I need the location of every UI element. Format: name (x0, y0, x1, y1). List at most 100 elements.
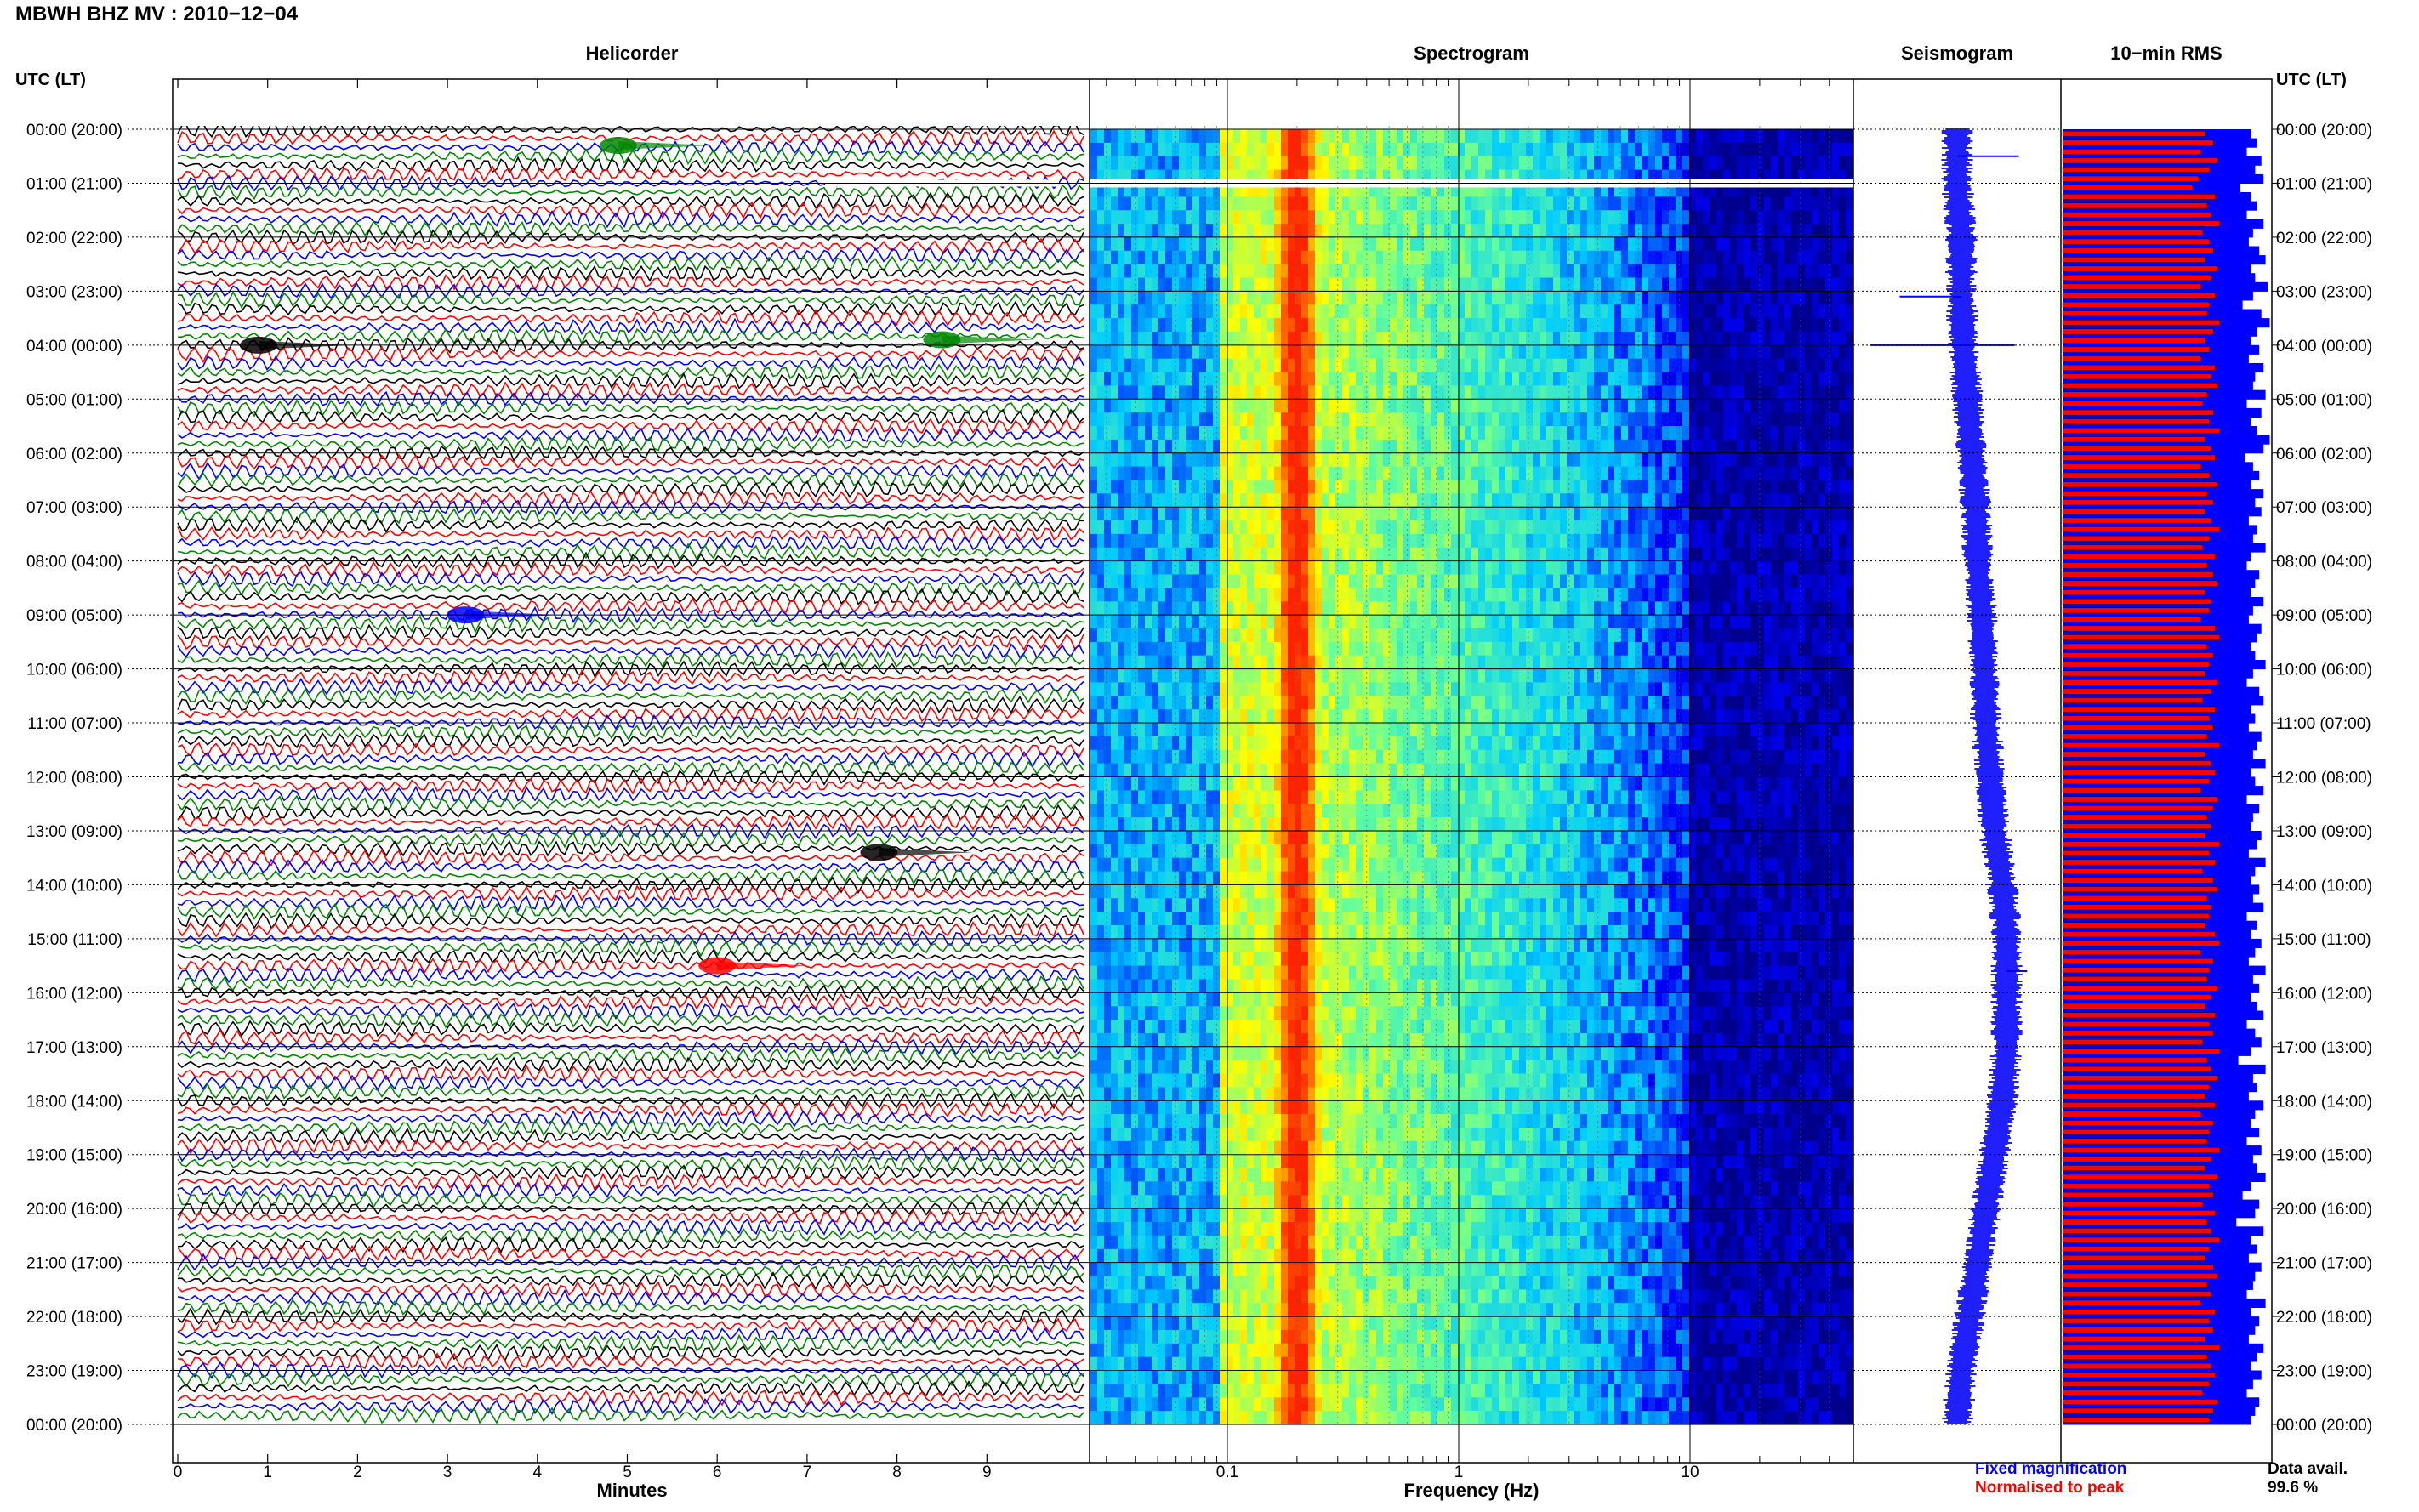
spectrogram-cell (1111, 574, 1118, 588)
spectrogram-cell (1437, 318, 1445, 333)
spectrogram-cell (1540, 588, 1547, 602)
spectrogram-cell (1090, 452, 1098, 468)
spectrogram-cell (1383, 291, 1391, 305)
helicorder-trace (177, 156, 1084, 174)
spectrogram-cell (1819, 183, 1826, 197)
spectrogram-cell (1186, 426, 1193, 441)
spectrogram-cell (1642, 426, 1649, 441)
spectrogram-cell (1628, 142, 1636, 157)
spectrogram-cell (1335, 533, 1343, 549)
spectrogram-cell (1533, 129, 1540, 144)
spectrogram-cell (1750, 628, 1758, 643)
helicorder-trace (177, 237, 1084, 256)
spectrogram-cell (1220, 277, 1227, 292)
spectrogram-cell (1322, 183, 1329, 197)
spectrogram-cell (1744, 533, 1751, 549)
spectrogram-cell (1580, 547, 1588, 562)
spectrogram-cell (1812, 560, 1819, 576)
spectrogram-cell (1172, 560, 1180, 576)
spectrogram-cell (1560, 520, 1568, 535)
spectrogram-cell (1329, 250, 1336, 265)
spectrogram-cell (1335, 399, 1343, 413)
spectrogram-cell (1471, 277, 1479, 292)
spectrogram-cell (1710, 560, 1717, 576)
spectrogram-cell (1206, 183, 1214, 197)
spectrogram-cell (1417, 344, 1425, 360)
spectrogram-cell (1832, 156, 1840, 171)
spectrogram-cell (1118, 533, 1125, 549)
spectrogram-cell (1812, 601, 1819, 616)
spectrogram-cell (1301, 452, 1309, 468)
spectrogram-cell (1533, 588, 1540, 602)
spectrogram-cell (1505, 358, 1513, 373)
spectrogram-cell (1458, 304, 1466, 319)
spectrogram-cell (1397, 156, 1404, 171)
spectrogram-cell (1376, 655, 1384, 670)
spectrogram-cell (1227, 426, 1234, 441)
spectrogram-cell (1621, 358, 1629, 373)
spectrogram-cell (1199, 385, 1207, 400)
spectrogram-cell (1519, 452, 1527, 468)
spectrogram-cell (1614, 304, 1622, 319)
spectrogram-cell (1560, 142, 1568, 157)
spectrogram-cell (1227, 439, 1234, 454)
spectrogram-cell (1165, 682, 1173, 696)
spectrogram-cell (1689, 129, 1697, 144)
spectrogram-cell (1104, 210, 1112, 225)
spectrogram-cell (1499, 560, 1506, 576)
spectrogram-cell (1832, 291, 1840, 305)
spectrogram-cell (1179, 507, 1187, 521)
spectrogram-cell (1628, 250, 1636, 265)
spectrogram-cell (1492, 426, 1500, 441)
spectrogram-cell (1805, 520, 1813, 535)
spectrogram-cell (1526, 129, 1534, 144)
spectrogram-cell (1526, 250, 1534, 265)
spectrogram-cell (1587, 507, 1595, 521)
spectrogram-cell (1090, 156, 1098, 171)
spectrogram-cell (1662, 588, 1670, 602)
spectrogram-cell (1580, 520, 1588, 535)
spectrogram-cell (1118, 264, 1125, 279)
spectrogram-cell (1308, 183, 1316, 197)
spectrogram-cell (1696, 480, 1704, 494)
spectrogram-cell (1397, 480, 1404, 494)
spectrogram-cell (1247, 412, 1255, 427)
spectrogram-cell (1376, 452, 1384, 468)
spectrogram-cell (1587, 574, 1595, 588)
spectrogram-cell (1642, 493, 1649, 508)
spectrogram-cell (1274, 156, 1282, 171)
spectrogram-cell (1301, 318, 1309, 333)
spectrogram-cell (1227, 358, 1234, 373)
helicorder-trace (177, 1343, 1084, 1361)
spectrogram-cell (1179, 344, 1187, 360)
spectrogram-cell (1118, 344, 1125, 360)
spectrogram-cell (1145, 466, 1153, 481)
spectrogram-cell (1839, 668, 1847, 684)
spectrogram-cell (1274, 466, 1282, 481)
spectrogram-cell (1662, 196, 1670, 211)
spectrogram-cell (1567, 520, 1574, 535)
spectrogram-cell (1784, 332, 1792, 346)
spectrogram-cell (1179, 493, 1187, 508)
spectrogram-cell (1349, 588, 1357, 602)
spectrogram-cell (1757, 344, 1765, 360)
spectrogram-cell (1437, 439, 1445, 454)
spectrogram-cell (1281, 156, 1289, 171)
spectrogram-cell (1471, 493, 1479, 508)
spectrogram-cell (1322, 277, 1329, 292)
spectrogram-cell (1186, 412, 1193, 427)
spectrogram-cell (1594, 304, 1602, 319)
spectrogram-cell (1574, 533, 1581, 549)
spectrogram-cell (1546, 601, 1554, 616)
spectrogram-cell (1621, 372, 1629, 387)
spectrogram-cell (1587, 426, 1595, 441)
spectrogram-cell (1819, 533, 1826, 549)
spectrogram-cell (1152, 344, 1159, 360)
spectrogram-cell (1560, 358, 1568, 373)
spectrogram-cell (1403, 533, 1411, 549)
spectrogram-cell (1424, 412, 1431, 427)
spectrogram-cell (1437, 493, 1445, 508)
spectrogram-cell (1220, 304, 1227, 319)
spectrogram-cell (1621, 304, 1629, 319)
spectrogram-cell (1669, 439, 1676, 454)
